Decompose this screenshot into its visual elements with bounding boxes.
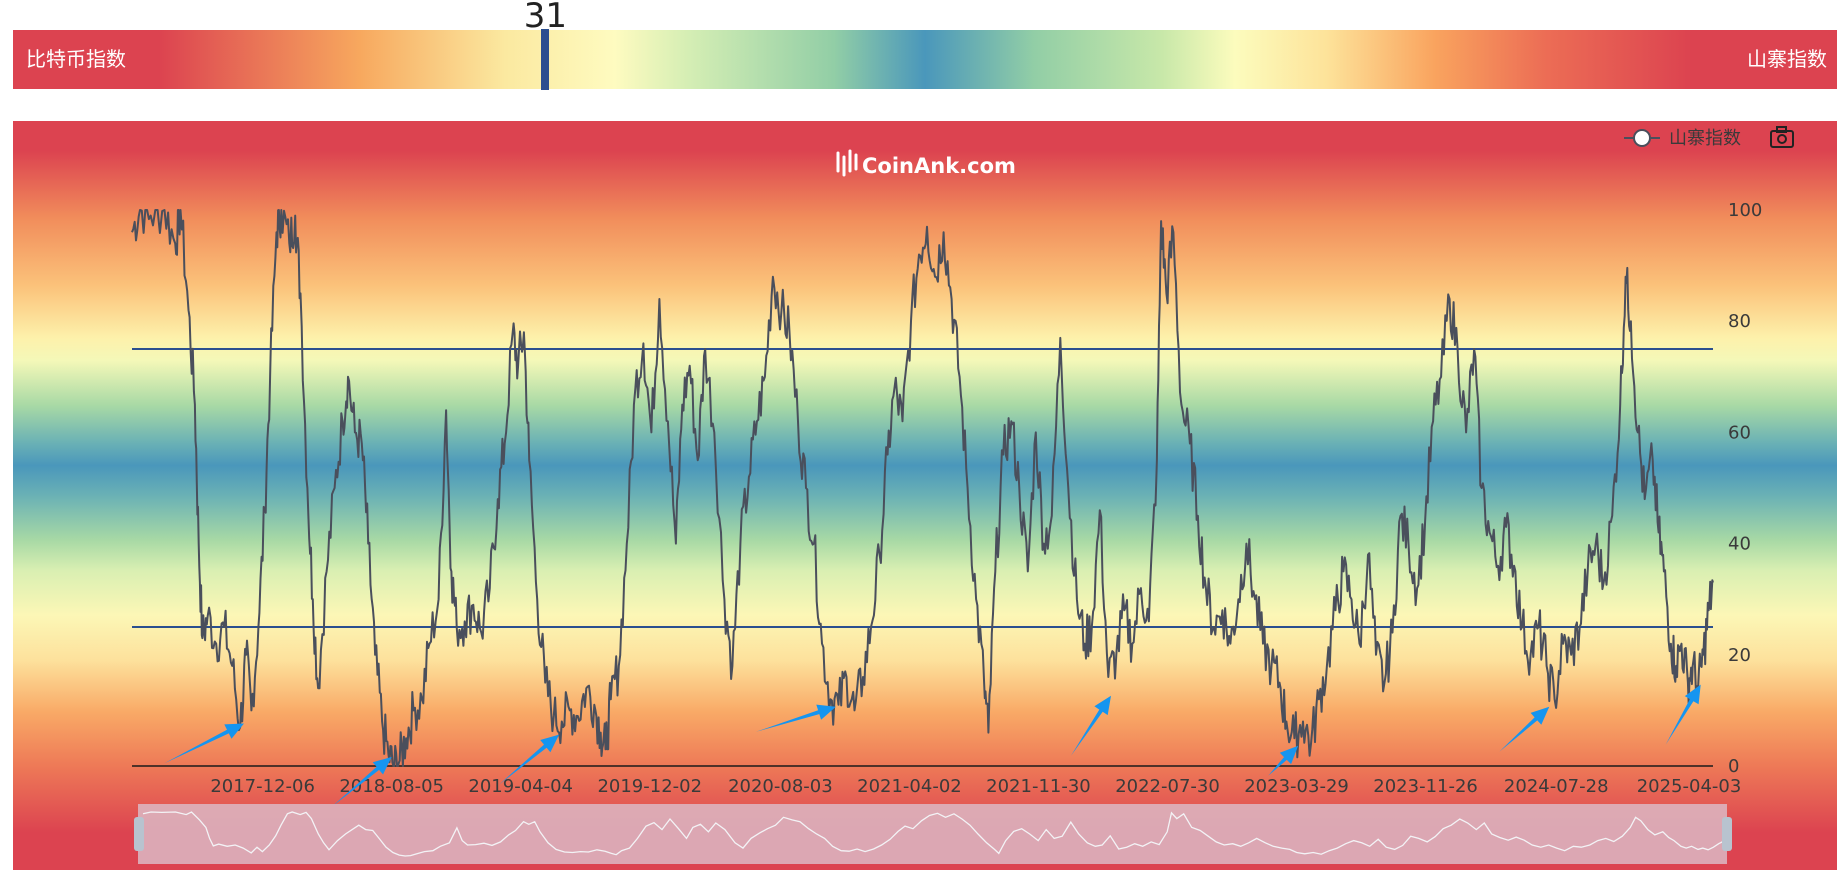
low-arrow-icon: [499, 734, 560, 785]
legend-label: 山寨指数: [1669, 128, 1741, 149]
altcoin-index-chart: CoinAnk.com 山寨指数 0 20 40 60 80 100 2017-12-06…: [131, 126, 1794, 864]
zoom-track: [138, 804, 1727, 864]
y-tick-label: 20: [1728, 645, 1751, 666]
legend[interactable]: 山寨指数: [1624, 128, 1741, 149]
x-axis: 2017-12-06 2018-08-05 2019-04-04 2019-12-02…: [132, 765, 1742, 797]
gauge-left-label: 比特币指数: [26, 47, 126, 71]
x-tick-label: 2024-07-28: [1504, 776, 1609, 797]
y-tick-label: 60: [1728, 422, 1751, 443]
sentiment-gauge: 比特币指数 山寨指数: [13, 29, 1837, 90]
gauge-right-label: 山寨指数: [1747, 47, 1827, 71]
x-tick-label: 2019-04-04: [468, 776, 573, 797]
low-arrow-icon: [1499, 706, 1550, 752]
gauge-value: 31: [523, 0, 567, 36]
legend-marker-icon: [1633, 129, 1651, 147]
y-axis: 0 20 40 60 80 100: [1728, 200, 1762, 777]
x-tick-label: 2021-04-02: [857, 776, 962, 797]
coinank-logo-icon: [836, 149, 858, 177]
y-tick-label: 0: [1728, 756, 1739, 777]
x-tick-label: 2019-12-02: [597, 776, 702, 797]
y-tick-label: 80: [1728, 311, 1751, 332]
x-tick-label: 2023-11-26: [1373, 776, 1478, 797]
x-tick-label: 2023-03-29: [1244, 776, 1349, 797]
data-zoom-slider[interactable]: [134, 804, 1732, 864]
camera-icon[interactable]: [1770, 126, 1794, 148]
zoom-handle-left[interactable]: [134, 817, 144, 851]
threshold-lines: [132, 348, 1713, 628]
x-tick-label: 2022-07-30: [1115, 776, 1220, 797]
low-arrow-icon: [1665, 684, 1701, 745]
low-arrow-icon: [1268, 745, 1299, 776]
series-line-altcoin-index: [131, 209, 1714, 767]
bottom-arrows: [164, 684, 1701, 807]
watermark: CoinAnk.com: [836, 149, 1016, 178]
zoom-handle-right[interactable]: [1722, 817, 1732, 851]
low-arrow-icon: [755, 704, 836, 732]
watermark-text: CoinAnk.com: [862, 154, 1016, 178]
x-tick-label: 2017-12-06: [210, 776, 315, 797]
y-tick-label: 40: [1728, 534, 1751, 555]
zoom-mini-series: [142, 811, 1724, 857]
low-arrow-icon: [1071, 695, 1111, 756]
x-tick-label: 2021-11-30: [986, 776, 1091, 797]
low-arrow-icon: [164, 723, 244, 764]
x-tick-label: 2018-08-05: [339, 776, 444, 797]
low-arrow-icon: [331, 756, 392, 807]
y-tick-label: 100: [1728, 200, 1762, 221]
x-tick-label: 2020-08-03: [728, 776, 833, 797]
gauge-marker: [541, 29, 550, 90]
chart-panel: CoinAnk.com 山寨指数 0 20 40 60 80 100 2017-12-06…: [13, 121, 1837, 870]
x-tick-label: 2025-04-03: [1637, 776, 1742, 797]
